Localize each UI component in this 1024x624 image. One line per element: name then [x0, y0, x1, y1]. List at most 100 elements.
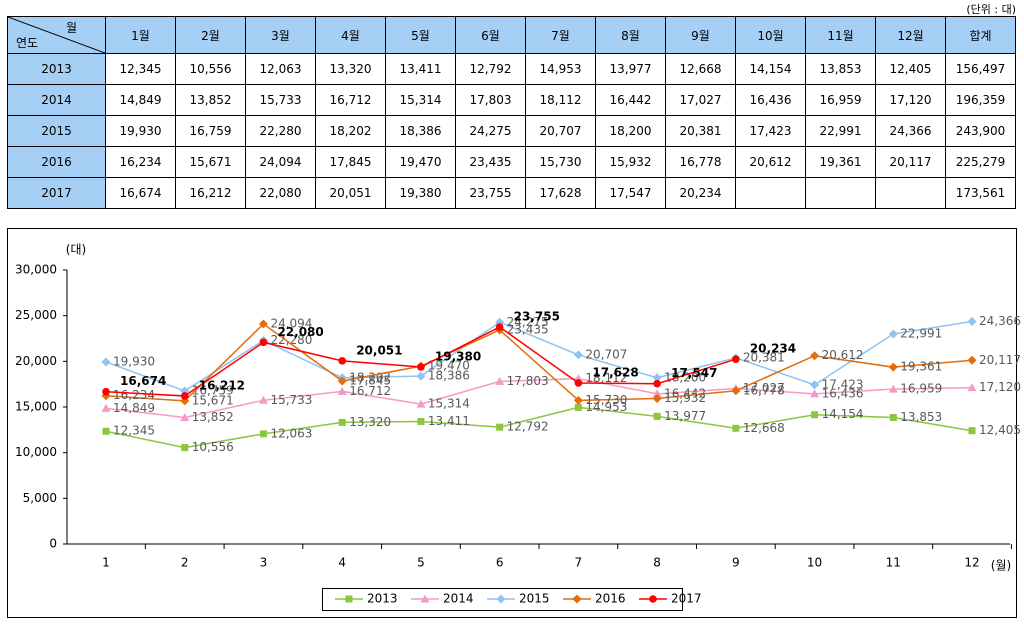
legend-marker	[345, 595, 353, 603]
cell: 16,674	[105, 177, 176, 209]
data-label: 17,803	[507, 374, 549, 388]
data-label: 13,852	[192, 410, 234, 424]
data-point	[259, 430, 267, 438]
data-label: 13,853	[900, 410, 942, 424]
corner-cell: 월 연도	[7, 16, 106, 54]
data-point	[810, 380, 820, 390]
data-label: 16,712	[349, 384, 391, 398]
data-point	[574, 379, 583, 387]
cell: 12,668	[665, 53, 736, 85]
data-label: 19,930	[113, 354, 155, 368]
data-label: 13,411	[428, 414, 470, 428]
data-label: 24,366	[979, 314, 1021, 328]
cell: 18,112	[525, 84, 596, 116]
legend-label: 2015	[519, 592, 550, 606]
cell: 16,436	[735, 84, 806, 116]
cell: 16,442	[595, 84, 666, 116]
data-label: 14,154	[822, 407, 864, 421]
data-label: 17,120	[979, 380, 1021, 394]
header-cell: 7월	[525, 16, 596, 54]
cell: 18,200	[595, 115, 666, 147]
data-point	[337, 386, 347, 395]
data-label: 15,932	[664, 391, 706, 405]
row-header: 2017	[7, 177, 106, 209]
cell: 173,561	[945, 177, 1016, 209]
row-header: 2015	[7, 115, 106, 147]
cell: 24,275	[455, 115, 526, 147]
legend-label: 2014	[443, 592, 474, 606]
cell: 12,405	[875, 53, 946, 85]
cell: 12,792	[455, 53, 526, 85]
cell: 23,435	[455, 146, 526, 178]
cell	[805, 177, 876, 209]
cell: 19,361	[805, 146, 876, 178]
data-label: 23,755	[514, 310, 560, 324]
cell: 225,279	[945, 146, 1016, 178]
data-label: 17,027	[743, 381, 785, 395]
data-label: 10,556	[192, 440, 234, 454]
y-tick-label: 5,000	[23, 491, 57, 505]
x-tick-label: 1	[102, 556, 110, 570]
data-label: 18,112	[585, 371, 627, 385]
cell	[875, 177, 946, 209]
data-label: 19,380	[435, 349, 481, 363]
data-point	[967, 355, 977, 365]
y-tick-label: 0	[49, 537, 57, 551]
data-label: 16,674	[120, 374, 166, 388]
y-tick-label: 20,000	[15, 354, 57, 368]
data-label: 22,991	[900, 327, 942, 341]
cell: 23,755	[455, 177, 526, 209]
data-point	[337, 376, 347, 386]
cell: 20,612	[735, 146, 806, 178]
data-point	[258, 395, 268, 404]
data-label: 17,423	[822, 377, 864, 391]
data-point	[574, 403, 582, 411]
cell: 16,778	[665, 146, 736, 178]
series-line	[105, 322, 973, 402]
data-point	[573, 395, 583, 405]
header-cell: 10월	[735, 16, 806, 54]
y-tick-label: 10,000	[15, 445, 57, 459]
legend-label: 2016	[595, 592, 626, 606]
data-point	[101, 357, 111, 367]
header-cell: 1월	[105, 16, 176, 54]
data-point	[573, 350, 583, 360]
cell: 10,556	[175, 53, 246, 85]
data-label: 20,117	[979, 353, 1021, 367]
cell: 16,959	[805, 84, 876, 116]
y-tick-label: 30,000	[15, 263, 57, 277]
data-point	[731, 386, 741, 396]
data-point	[810, 351, 820, 361]
cell: 196,359	[945, 84, 1016, 116]
header-cell: 5월	[385, 16, 456, 54]
cell: 14,849	[105, 84, 176, 116]
cell: 17,845	[315, 146, 386, 178]
data-point	[181, 444, 189, 452]
row-header: 2013	[7, 53, 106, 85]
cell: 20,707	[525, 115, 596, 147]
data-label: 19,361	[900, 360, 942, 374]
header-cell: 2월	[175, 16, 246, 54]
data-point	[652, 389, 662, 398]
data-label: 23,435	[507, 322, 549, 336]
x-tick-label: 4	[338, 556, 346, 570]
cell: 22,280	[245, 115, 316, 147]
data-point	[888, 384, 898, 393]
data-label: 12,063	[270, 426, 312, 440]
data-label: 14,849	[113, 401, 155, 415]
chart-border	[7, 228, 1017, 618]
data-point	[888, 362, 898, 372]
data-label: 18,386	[428, 369, 470, 383]
cell: 16,234	[105, 146, 176, 178]
cell: 17,120	[875, 84, 946, 116]
cell: 18,202	[315, 115, 386, 147]
data-label: 17,547	[671, 366, 717, 380]
row-header: 2014	[7, 84, 106, 116]
data-point	[653, 379, 661, 388]
data-point	[102, 387, 110, 396]
data-label: 17,628	[592, 365, 638, 379]
data-point	[496, 423, 504, 431]
data-point	[889, 413, 897, 421]
cell: 24,366	[875, 115, 946, 147]
